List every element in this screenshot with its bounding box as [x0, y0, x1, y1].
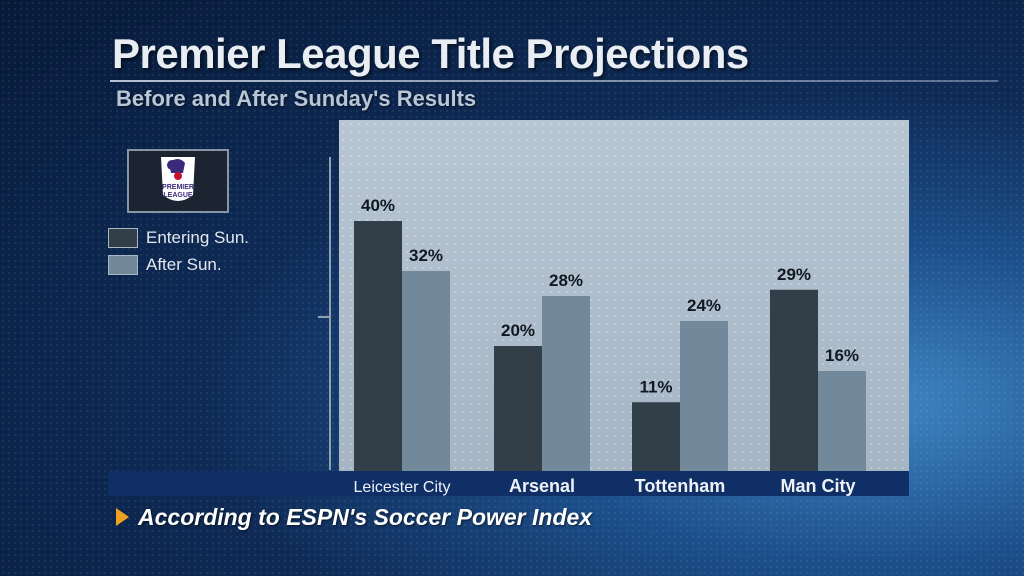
data-label-after-tottenham: 24%: [687, 296, 721, 315]
bar-entering-leicester-city: [354, 221, 402, 471]
bar-entering-man-city: [770, 289, 818, 471]
bar-after-man-city: [818, 371, 866, 471]
title-divider: [110, 80, 998, 82]
chart-title: Premier League Title Projections: [112, 30, 749, 77]
bar-after-arsenal: [542, 296, 590, 471]
premier-league-logo: PREMIER LEAGUE: [127, 149, 229, 213]
logo-text-league: LEAGUE: [163, 192, 193, 199]
legend-item-entering: Entering Sun.: [108, 228, 249, 248]
data-label-after-man-city: 16%: [825, 346, 859, 365]
x-axis-band: [108, 471, 909, 496]
category-label-arsenal: Arsenal: [509, 476, 575, 496]
data-label-after-leicester-city: 32%: [409, 246, 443, 265]
data-label-entering-man-city: 29%: [777, 265, 811, 284]
legend-item-after: After Sun.: [108, 255, 222, 275]
logo-text-premier: PREMIER: [162, 184, 194, 191]
y-axis-line: [329, 157, 331, 470]
category-label-man-city: Man City: [780, 476, 855, 496]
legend-swatch-after: [108, 255, 138, 275]
legend-label-after: After Sun.: [146, 255, 222, 274]
legend-label-entering: Entering Sun.: [146, 228, 250, 247]
category-label-leicester-city: Leicester City: [354, 479, 451, 496]
y-axis-tick: [318, 316, 329, 318]
footnote-arrow-icon: [116, 508, 129, 526]
data-label-after-arsenal: 28%: [549, 271, 583, 290]
bar-after-leicester-city: [402, 271, 450, 471]
data-label-entering-arsenal: 20%: [501, 321, 535, 340]
lion-crest-icon: PREMIER LEAGUE: [161, 157, 195, 201]
legend-swatch-entering: [108, 228, 138, 248]
chart-subtitle: Before and After Sunday's Results: [116, 86, 477, 111]
bar-entering-tottenham: [632, 402, 680, 471]
bar-entering-arsenal: [494, 346, 542, 471]
footnote: According to ESPN's Soccer Power Index: [138, 504, 593, 530]
data-label-entering-tottenham: 11%: [639, 377, 672, 396]
data-label-entering-leicester-city: 40%: [361, 196, 395, 215]
category-label-tottenham: Tottenham: [635, 476, 726, 496]
bar-after-tottenham: [680, 321, 728, 471]
